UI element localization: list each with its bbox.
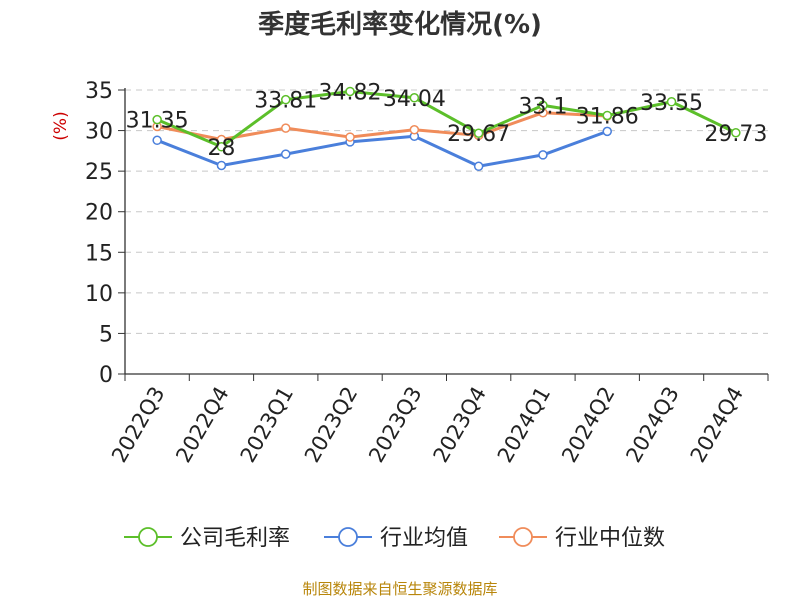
data-point-0 (216, 142, 227, 152)
data-point-0 (666, 97, 677, 107)
data-point-1 (152, 135, 162, 146)
footer-source: 制图数据来自恒生聚源数据库 (302, 580, 497, 598)
x-tick-label: 2024Q4 (686, 383, 748, 467)
data-label: 33.55 (640, 91, 703, 116)
legend-label-0: 公司毛利率 (180, 526, 290, 551)
y-tick-label: 0 (99, 363, 113, 388)
y-tick-label: 5 (99, 322, 113, 347)
y-tick-label: 15 (85, 241, 113, 266)
legend-marker-1 (338, 527, 358, 547)
data-label: 34.04 (383, 87, 446, 112)
x-tick-label: 2024Q2 (557, 383, 619, 467)
x-tick-label: 2023Q4 (429, 383, 491, 467)
data-point-0 (152, 114, 162, 125)
legend-label-1: 行业均值 (380, 526, 468, 551)
y-tick-label: 10 (85, 282, 113, 307)
y-tick-label: 35 (85, 79, 113, 104)
data-point-2 (409, 125, 420, 135)
y-axis-label: (%) (51, 111, 71, 140)
legend-marker-0 (138, 527, 158, 547)
data-point-2 (345, 132, 355, 142)
data-point-1 (538, 150, 548, 160)
data-label: 34.82 (319, 80, 382, 105)
data-point-0 (602, 110, 612, 121)
data-point-0 (409, 93, 420, 103)
data-point-0 (538, 100, 548, 111)
data-point-0 (281, 94, 291, 105)
data-point-0 (473, 128, 484, 138)
data-point-1 (281, 149, 291, 159)
data-point-2 (281, 123, 291, 133)
data-point-0 (345, 86, 355, 97)
y-tick-label: 20 (85, 201, 113, 226)
legend-marker-2 (513, 527, 533, 547)
data-point-1 (602, 126, 612, 137)
x-tick-label: 2023Q2 (300, 383, 362, 467)
data-label: 33.1 (518, 94, 567, 119)
legend-label-2: 行业中位数 (555, 526, 665, 551)
series-line-1 (156, 129, 608, 168)
series-line-0 (156, 89, 737, 149)
y-tick-label: 25 (85, 160, 113, 185)
data-label: 29.73 (704, 122, 767, 147)
x-tick-label: 2022Q3 (107, 383, 169, 467)
data-label: 31.35 (126, 109, 189, 134)
x-tick-label: 2023Q1 (236, 383, 298, 467)
x-tick-label: 2023Q3 (364, 383, 426, 467)
data-label: 33.81 (254, 89, 317, 114)
data-point-1 (473, 161, 484, 172)
data-label: 29.67 (447, 122, 510, 147)
x-tick-label: 2022Q4 (171, 383, 233, 467)
y-tick-label: 30 (85, 120, 113, 145)
data-point-1 (216, 160, 227, 171)
chart-title: 季度毛利率变化情况(%) (258, 9, 542, 40)
data-label: 28 (207, 136, 235, 161)
x-tick-label: 2024Q1 (493, 383, 555, 467)
data-point-0 (731, 128, 741, 138)
x-tick-label: 2024Q3 (621, 383, 683, 467)
data-label: 31.86 (576, 104, 639, 129)
